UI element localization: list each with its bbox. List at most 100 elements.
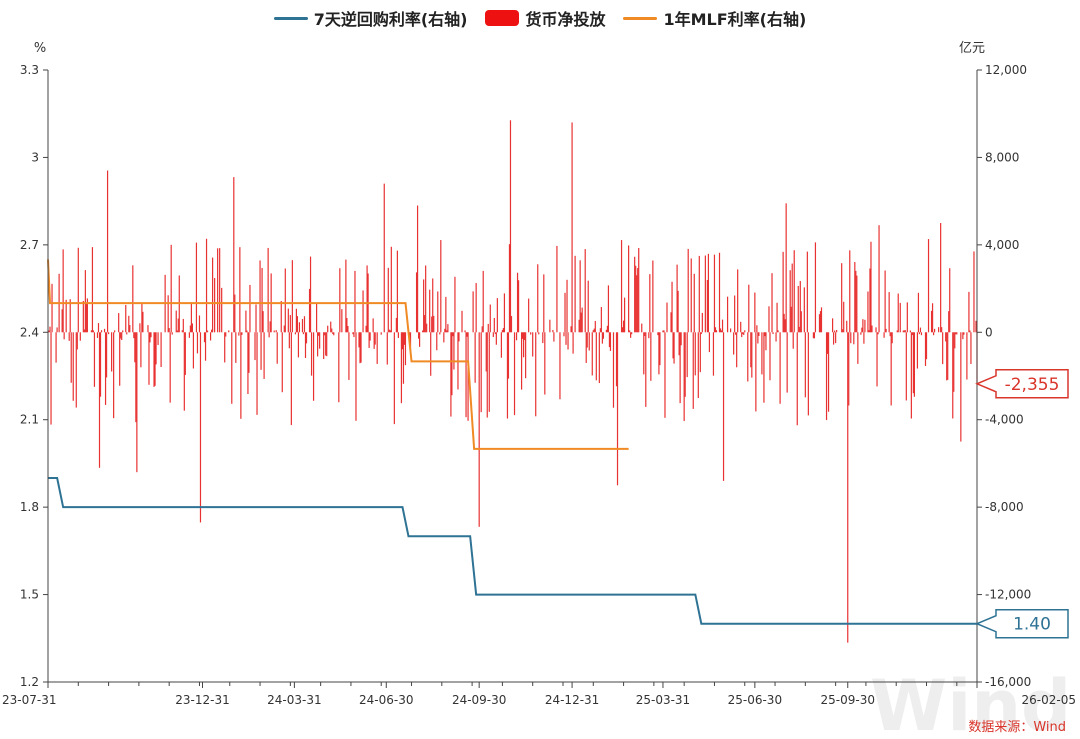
net-injection-bar (305, 332, 308, 344)
net-injection-bar (863, 332, 865, 344)
net-injection-bar (634, 256, 636, 333)
net-injection-bar (902, 330, 904, 333)
net-injection-bar (453, 332, 455, 370)
net-injection-bar (493, 317, 495, 333)
net-injection-bar (241, 332, 243, 335)
right-axis-tick-label: -12,000 (985, 588, 1031, 602)
net-injection-bar (906, 302, 908, 333)
net-injection-bar (439, 332, 441, 335)
net-injection-bar (444, 328, 446, 333)
net-injection-bar (383, 183, 385, 333)
net-injection-bar (896, 330, 898, 333)
net-injection-bar (107, 332, 110, 335)
net-injection-bar (447, 324, 449, 333)
axes: 1.2 1.5 1.8 2.1 2.4 2.7 3 3.3% -16,000 -12,000 -8,… (2, 41, 1076, 707)
net-injection-bar (290, 332, 292, 426)
net-injection-bar (96, 332, 99, 338)
net-injection-bar (432, 278, 434, 333)
net-injection-bar (380, 332, 382, 335)
net-injection-bar (507, 332, 510, 379)
x-axis-tick-label: 26-02-05 (1022, 693, 1076, 707)
net-injection-bar (714, 327, 717, 333)
net-injection-bar (77, 247, 79, 333)
net-injection-bar (747, 332, 749, 382)
net-injection-bar (658, 332, 660, 375)
net-injection-bar (288, 332, 290, 349)
net-injection-bar (324, 332, 326, 336)
net-injection-bar (517, 280, 520, 333)
net-injection-bar (318, 332, 320, 336)
net-injection-bar (451, 332, 453, 396)
net-injection-bar (417, 332, 420, 339)
net-injection-bar (615, 332, 618, 387)
net-injection-bar (204, 332, 207, 361)
net-injection-bar (231, 332, 233, 404)
net-injection-bar (587, 280, 589, 333)
net-injection-bar (726, 296, 729, 333)
net-injection-bar (269, 321, 271, 333)
net-injection-bar (155, 332, 157, 365)
net-injection-bar (70, 332, 72, 383)
net-injection-bar (962, 332, 964, 340)
net-injection-bar (397, 332, 399, 338)
net-injection-bar (184, 332, 186, 375)
net-injection-bar (97, 323, 100, 333)
net-injection-bar (485, 332, 487, 372)
net-injection-bar (579, 260, 581, 333)
net-injection-bar (544, 332, 546, 395)
net-injection-bar (260, 332, 262, 370)
net-injection-bar (120, 332, 122, 339)
net-injection-bar (843, 301, 845, 333)
net-injection-bar (362, 290, 364, 333)
x-axis-tick-label: 24-06-30 (359, 693, 413, 707)
net-injection-bar (154, 332, 156, 386)
net-injection-bar (602, 332, 604, 339)
net-injection-bar (388, 329, 390, 333)
net-injection-bar (720, 330, 723, 333)
net-injection-bar (855, 270, 857, 333)
net-injection-bar (834, 330, 836, 333)
net-injection-bar (502, 328, 505, 333)
legend-label-mlf: 1年MLF利率(右轴) (663, 10, 807, 29)
net-injection-bar (877, 332, 879, 335)
legend-item-reverse-repo[interactable]: 7天逆回购利率(右轴) (273, 6, 467, 30)
net-injection-bar (870, 241, 872, 333)
net-injection-bar (832, 318, 834, 333)
net-injection-bar (804, 332, 806, 398)
net-injection-bar (63, 332, 65, 340)
net-injection-bar (662, 330, 664, 333)
net-injection-bar (503, 293, 506, 333)
net-injection-bar (884, 270, 886, 333)
net-injection-last-callout-text: -2,355 (1005, 375, 1060, 395)
net-injection-bar (358, 332, 360, 348)
net-injection-bar (487, 323, 489, 333)
rate-lines (47, 259, 977, 625)
net-injection-bar (431, 316, 433, 333)
net-injection-bar (217, 248, 219, 333)
net-injection-bar (454, 276, 456, 333)
legend-item-mlf[interactable]: 1年MLF利率(右轴) (623, 6, 806, 30)
net-injection-bar (666, 302, 668, 333)
net-injection-bar (648, 332, 650, 339)
net-injection-bar (82, 300, 84, 333)
net-injection-bar (142, 311, 144, 333)
net-injection-bar (636, 275, 638, 333)
net-injection-bar (295, 308, 298, 333)
net-injection-bar (769, 332, 771, 381)
net-injection-bar (273, 330, 275, 333)
net-injection-bar (369, 332, 371, 341)
net-injection-bar (360, 332, 362, 363)
net-injection-bar (190, 302, 192, 333)
net-injection-bar (693, 273, 695, 333)
legend-item-net-injection[interactable]: 货币净投放 (485, 6, 605, 30)
net-injection-bar (309, 256, 312, 333)
net-injection-bar (199, 332, 202, 523)
net-injection-bar (775, 332, 777, 342)
net-injection-bar (630, 332, 632, 338)
net-injection-bar (871, 325, 873, 333)
right-axis-unit: 亿元 (959, 41, 985, 56)
source-note: 数据来源：Wind (968, 720, 1066, 735)
net-injection-bar (84, 270, 86, 333)
net-injection-bar (772, 332, 774, 335)
net-injection-bar (694, 332, 696, 376)
